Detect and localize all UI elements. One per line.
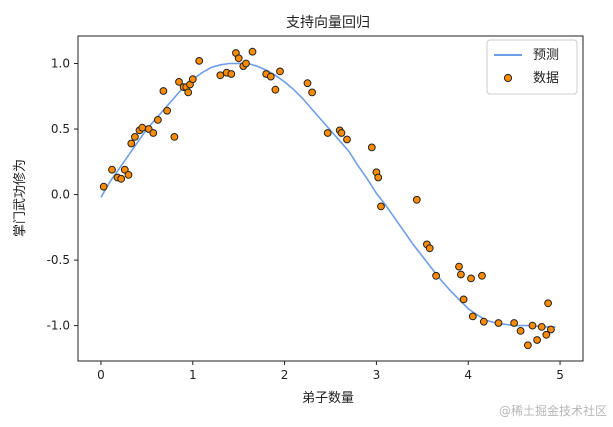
legend-label-data: 数据 [533, 71, 559, 86]
x-tick-label: 2 [281, 368, 289, 382]
data-point [159, 87, 168, 95]
data-point [494, 319, 503, 327]
data-point [412, 195, 421, 204]
data-point [170, 133, 179, 141]
data-point [303, 79, 312, 88]
legend-box [486, 39, 578, 95]
data-point [108, 165, 116, 174]
data-point [234, 54, 243, 63]
data-point [374, 173, 383, 182]
x-tick-label: 0 [97, 368, 105, 382]
y-tick-label: 0.0 [51, 188, 70, 202]
legend: 预测 数据 [486, 39, 578, 95]
data-point [117, 174, 126, 183]
data-point [138, 123, 147, 132]
data-point [163, 106, 172, 115]
data-point [524, 341, 532, 350]
data-point [478, 271, 486, 280]
y-tick-label: 0.5 [51, 122, 70, 136]
data-point [343, 135, 351, 144]
data-point [242, 59, 250, 68]
data-point [425, 244, 434, 253]
data-point [547, 325, 555, 334]
plot-content [99, 47, 556, 350]
x-tick-label: 1 [189, 368, 197, 382]
data-point [184, 88, 193, 97]
data-point [266, 72, 275, 81]
data-point [308, 88, 317, 97]
data-point [216, 71, 225, 80]
legend-label-prediction: 预测 [533, 48, 559, 63]
x-axis-label: 弟子数量 [302, 391, 354, 406]
y-tick-label: -1.0 [47, 319, 70, 333]
data-point [544, 299, 552, 308]
data-point [459, 295, 468, 304]
data-point [154, 116, 162, 124]
y-axis-label: 掌门武功修为 [13, 159, 28, 237]
data-point [528, 321, 537, 330]
x-tick-label: 4 [464, 368, 472, 382]
data-point [337, 129, 346, 137]
data-point [227, 70, 236, 78]
data-point [367, 143, 376, 152]
data-point [248, 47, 257, 56]
data-point [533, 336, 541, 344]
data-point [377, 202, 385, 211]
watermark: @稀土掘金技术社区 [498, 404, 607, 418]
data-point [479, 317, 488, 326]
data-point [467, 274, 475, 283]
data-point [516, 327, 525, 335]
data-point [195, 57, 204, 65]
data-point [188, 75, 197, 84]
y-tick-label: -0.5 [47, 253, 70, 267]
data-point [276, 67, 284, 76]
data-point [124, 171, 133, 179]
y-axis-ticks: -1.0 -0.5 0.0 0.5 1.0 [47, 57, 78, 333]
data-point [175, 78, 183, 86]
data-point [432, 271, 441, 280]
data-point [510, 319, 518, 327]
data-point [99, 182, 108, 191]
x-tick-label: 5 [556, 368, 564, 382]
data-point [542, 330, 551, 339]
data-point [468, 312, 477, 321]
data-point [149, 129, 158, 137]
y-tick-label: 1.0 [51, 57, 70, 71]
data-point [537, 323, 546, 331]
x-tick-label: 3 [373, 368, 381, 382]
legend-marker-swatch [503, 73, 513, 83]
data-point [457, 270, 465, 279]
data-point [455, 262, 463, 271]
data-point [127, 139, 136, 148]
data-point [323, 129, 332, 137]
data-point [271, 85, 280, 94]
data-point [131, 133, 139, 141]
chart-title: 支持向量回归 [286, 14, 370, 31]
x-axis-ticks: 0 1 2 3 4 5 [97, 361, 564, 382]
data-point [120, 165, 129, 174]
